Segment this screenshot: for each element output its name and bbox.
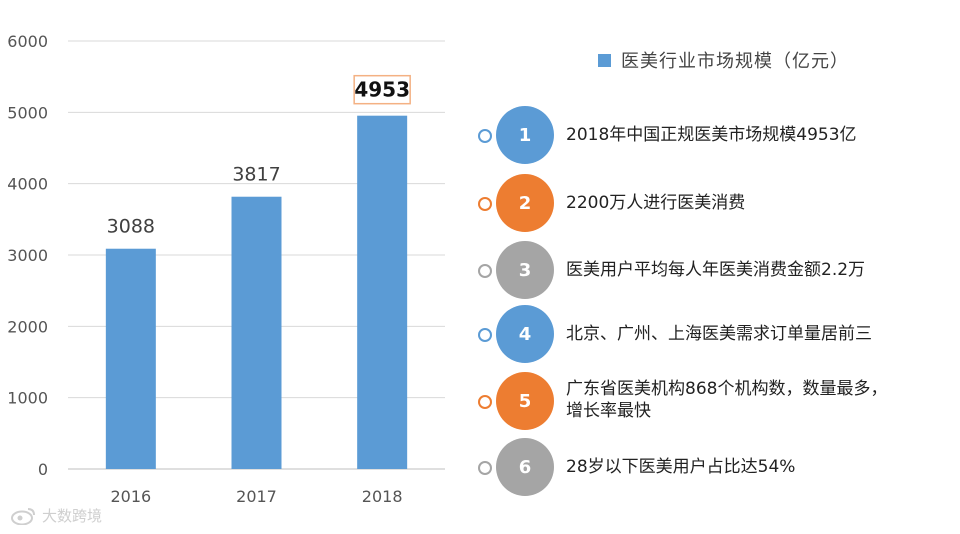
fact-text-4: 北京、广州、上海医美需求订单量居前三 — [566, 324, 872, 344]
y-tick-label: 1000 — [7, 389, 48, 408]
watermark: 大数跨境 — [10, 505, 102, 526]
fact-text-1: 2018年中国正规医美市场规模4953亿 — [566, 125, 857, 145]
y-tick-label: 2000 — [7, 317, 48, 336]
y-tick-label: 3000 — [7, 246, 48, 265]
number-disc-5: 5 — [496, 372, 554, 430]
chart-legend: 医美行业市场规模（亿元） — [598, 47, 849, 73]
fact-text-6: 28岁以下医美用户占比达54% — [566, 457, 796, 477]
x-tick-label-2017: 2017 — [236, 487, 277, 506]
x-tick-label-2016: 2016 — [110, 487, 151, 506]
data-labels: 3088 3817 4953 — [107, 74, 411, 238]
bar-2016 — [105, 248, 156, 469]
bar-2018 — [357, 115, 408, 469]
y-tick-label: 5000 — [7, 103, 48, 122]
number-disc-6: 6 — [496, 438, 554, 496]
y-tick-label: 0 — [38, 460, 48, 479]
data-label-2017: 3817 — [232, 164, 280, 186]
fact-item-4: 4 北京、广州、上海医美需求订单量居前三 — [476, 305, 960, 369]
fact-text-3: 医美用户平均每人年医美消费金额2.2万 — [566, 260, 866, 280]
y-axis-ticks: 0 1000 2000 3000 4000 5000 6000 — [7, 32, 48, 479]
y-tick-label: 6000 — [7, 32, 48, 51]
fact-item-2: 2 2200万人进行医美消费 — [476, 174, 960, 238]
fact-text-2: 2200万人进行医美消费 — [566, 193, 746, 213]
bullet-ring-icon — [478, 264, 492, 278]
bullet-ring-icon — [478, 395, 492, 409]
fact-text-5-line2: 增长率最快 — [566, 401, 651, 421]
legend-label: 医美行业市场规模（亿元） — [621, 51, 849, 72]
data-label-2018: 4953 — [354, 78, 410, 102]
number-disc-4: 4 — [496, 305, 554, 363]
data-label-2016: 3088 — [107, 216, 155, 238]
x-axis-ticks: 2016 2017 2018 — [110, 487, 402, 506]
bar-2017 — [231, 196, 282, 469]
bullet-ring-icon — [478, 461, 492, 475]
bars — [105, 115, 408, 469]
bullet-ring-icon — [478, 129, 492, 143]
x-tick-label-2018: 2018 — [362, 487, 403, 506]
legend-swatch — [598, 53, 611, 67]
fact-text-5-line1: 广东省医美机构868个机构数，数量最多， — [566, 379, 888, 399]
fact-text-5: 广东省医美机构868个机构数，数量最多， 增长率最快 — [566, 378, 887, 422]
fact-item-6: 6 28岁以下医美用户占比达54% — [476, 438, 960, 502]
fact-item-1: 1 2018年中国正规医美市场规模4953亿 — [476, 106, 960, 170]
bullet-ring-icon — [478, 197, 492, 211]
number-disc-3: 3 — [496, 241, 554, 299]
data-label-box — [353, 74, 411, 105]
number-disc-1: 1 — [496, 106, 554, 164]
bullet-ring-icon — [478, 328, 492, 342]
weibo-logo-icon — [11, 507, 35, 525]
fact-item-3: 3 医美用户平均每人年医美消费金额2.2万 — [476, 241, 960, 305]
fact-item-5: 5 广东省医美机构868个机构数，数量最多， 增长率最快 — [476, 372, 960, 436]
watermark-text: 大数跨境 — [42, 507, 103, 525]
number-disc-2: 2 — [496, 174, 554, 232]
y-tick-label: 4000 — [7, 175, 48, 194]
